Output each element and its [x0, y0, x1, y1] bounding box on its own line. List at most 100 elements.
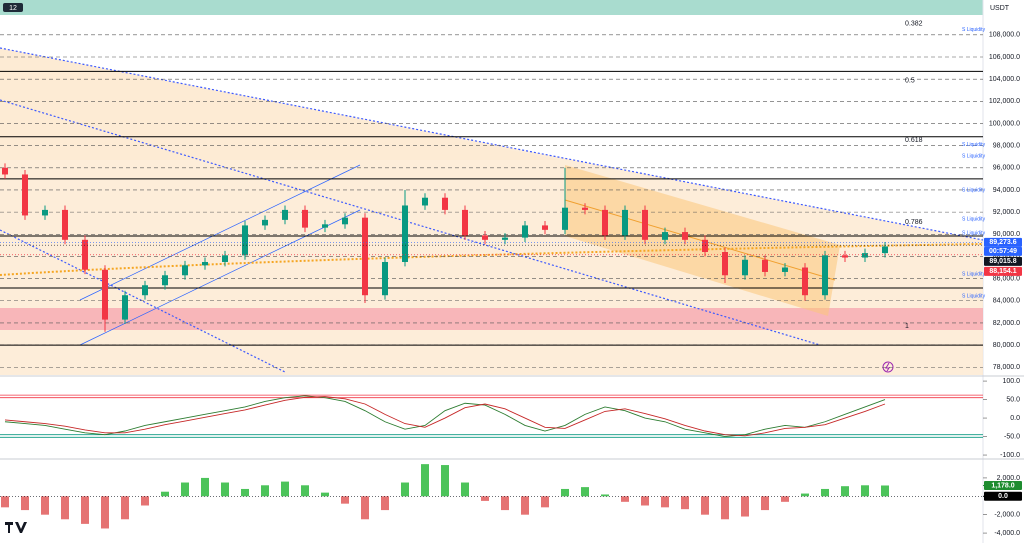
histogram-bar — [261, 485, 269, 497]
histogram-bar — [61, 496, 69, 520]
y-tick-label: 106,000.0 — [989, 54, 1020, 61]
candle-body — [102, 269, 108, 320]
price-tag — [984, 480, 1022, 490]
histogram-bar — [861, 485, 869, 497]
candle-body — [702, 239, 708, 253]
histogram-bar — [621, 496, 629, 502]
y-tick-label: 96,000.0 — [993, 165, 1020, 172]
channel-line — [79, 209, 361, 346]
fib-label: 0.5 — [905, 78, 915, 85]
y-tick-label: 98,000.0 — [993, 142, 1020, 149]
interval-label[interactable]: 12 — [9, 5, 17, 12]
histogram-bar — [701, 496, 709, 515]
candle-body — [302, 209, 308, 228]
histogram-bar — [141, 496, 149, 506]
candle-body — [802, 267, 808, 296]
candle-body — [502, 237, 508, 240]
histogram-bar — [121, 496, 129, 520]
y-tick-label: 92,000.0 — [993, 209, 1020, 216]
histogram-bar — [821, 488, 829, 497]
y-tick-label: -4,000.0 — [994, 530, 1020, 537]
candle-body — [122, 295, 128, 320]
histogram-bar — [281, 481, 289, 497]
histogram-bar — [221, 482, 229, 497]
liquidity-label: S Liquidity — [962, 216, 986, 222]
fib-label: 0.786 — [905, 219, 923, 226]
y-tick-label: -100.0 — [1000, 452, 1020, 459]
fib-label: 0.618 — [905, 137, 923, 144]
histogram-bar — [181, 482, 189, 497]
trend-line — [0, 99, 821, 346]
candle-body — [202, 261, 208, 266]
candle-body — [342, 217, 348, 225]
candle-body — [262, 219, 268, 226]
channel-mid — [564, 199, 836, 281]
candle-body — [562, 207, 568, 230]
histogram-bar — [201, 477, 209, 497]
y-tick-label: 86,000.0 — [993, 275, 1020, 282]
histogram-bar — [41, 496, 49, 515]
histogram-bar — [761, 496, 769, 511]
currency-label: USDT — [990, 5, 1010, 12]
histogram-bar — [401, 482, 409, 497]
y-tick-label: 78,000.0 — [993, 364, 1020, 371]
shaded-zone — [0, 48, 560, 160]
histogram-bar — [161, 491, 169, 497]
y-tick-label: 104,000.0 — [989, 76, 1020, 83]
liquidity-label: S Liquidity — [962, 142, 986, 148]
interval-button[interactable] — [3, 3, 23, 12]
alert-icon-bolt — [885, 362, 890, 372]
candle-body — [622, 209, 628, 236]
candle-body — [582, 207, 588, 210]
liquidity-label: S Liquidity — [962, 187, 986, 193]
y-tick-label: 100,000.0 — [989, 120, 1020, 127]
liquidity-label: S Liquidity — [962, 293, 986, 299]
y-tick-label: 90,000.0 — [993, 231, 1020, 238]
candle-body — [162, 275, 168, 286]
candle-body — [462, 209, 468, 236]
histogram-bar — [561, 488, 569, 497]
histogram-bar — [461, 482, 469, 497]
y-tick-label: 50.0 — [1006, 396, 1020, 403]
y-tick-label: -50.0 — [1004, 433, 1020, 440]
top-bar — [0, 0, 983, 15]
logo — [5, 522, 27, 533]
histogram-bar — [381, 496, 389, 511]
y-tick-label: 88,000.0 — [993, 253, 1020, 260]
histogram-bar — [841, 486, 849, 497]
trend-line — [0, 47, 984, 241]
candle-body — [862, 253, 868, 258]
y-tick-label: 108,000.0 — [989, 32, 1020, 39]
histogram-bar — [581, 487, 589, 497]
histogram-bar — [301, 485, 309, 497]
candle-body — [422, 197, 428, 206]
price-tag-label: 1,178.0 — [991, 482, 1014, 489]
candle-body — [362, 217, 368, 296]
y-tick-label: 94,000.0 — [993, 187, 1020, 194]
histogram-bar — [781, 496, 789, 502]
liquidity-label: S Liquidity — [962, 153, 986, 159]
candle-body — [282, 209, 288, 220]
histogram-bar — [241, 488, 249, 497]
y-tick-label: -2,000.0 — [994, 512, 1020, 519]
oscillator-line — [4, 396, 886, 437]
candle-body — [882, 246, 888, 254]
candle-body — [242, 225, 248, 256]
histogram-bar — [501, 496, 509, 511]
candle-body — [182, 265, 188, 276]
histogram-bar — [541, 496, 549, 508]
candle-body — [722, 252, 728, 276]
price-tag — [984, 256, 1022, 266]
candle-body — [62, 209, 68, 240]
candle-body — [142, 285, 148, 296]
fib-label: 1 — [905, 323, 909, 330]
price-tag-label: 88,154.1 — [989, 268, 1016, 275]
price-tag — [984, 246, 1022, 256]
y-tick-label: 80,000.0 — [993, 342, 1020, 349]
y-tick-label: 82,000.0 — [993, 320, 1020, 327]
histogram-bar — [81, 496, 89, 524]
candle-body — [602, 209, 608, 236]
trend-line — [0, 229, 286, 373]
candle-body — [842, 255, 848, 258]
